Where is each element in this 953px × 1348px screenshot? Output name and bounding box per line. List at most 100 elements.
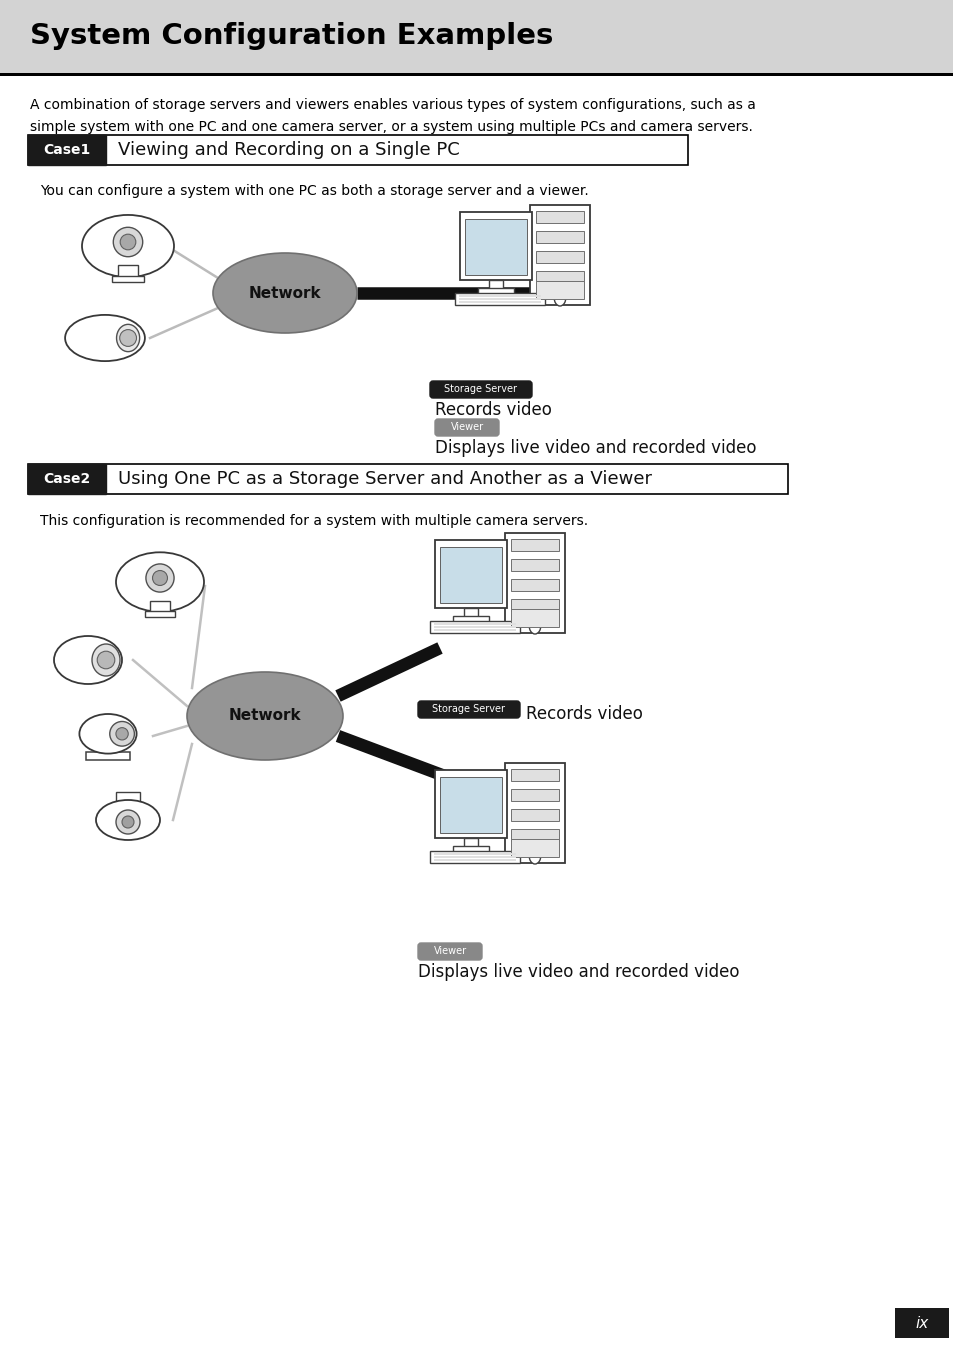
Text: Records video: Records video [435,400,551,419]
Text: Displays live video and recorded video: Displays live video and recorded video [435,439,756,457]
Text: Network: Network [229,709,301,724]
Bar [118,266,138,276]
Bar [434,853,516,855]
FancyBboxPatch shape [417,701,519,718]
Ellipse shape [213,253,356,333]
Text: Case1: Case1 [43,143,91,156]
Bar [536,251,583,263]
Text: You can configure a system with one PC as both a storage server and a viewer.: You can configure a system with one PC a… [40,183,588,198]
Bar [151,600,170,612]
Ellipse shape [96,799,160,840]
Bar [439,547,501,603]
Bar [28,135,106,164]
Bar [477,288,514,298]
Text: ix: ix [915,1316,927,1330]
Text: System Configuration Examples: System Configuration Examples [30,23,553,50]
Bar [434,859,516,861]
Bar [504,763,564,863]
Bar [455,293,544,305]
Text: Displays live video and recorded video: Displays live video and recorded video [417,962,739,981]
Ellipse shape [116,325,139,352]
Bar [0,73,953,75]
Bar [489,280,502,290]
Text: Records video: Records video [525,705,642,723]
Text: Storage Server: Storage Server [444,384,517,395]
Bar [894,1308,948,1339]
Bar [434,623,516,625]
Ellipse shape [65,315,145,361]
Bar [430,621,519,634]
Circle shape [110,721,134,747]
Bar [536,212,583,222]
Bar [511,580,558,590]
Bar [101,743,114,752]
Ellipse shape [187,673,343,760]
Text: Storage Server: Storage Server [432,705,505,714]
Ellipse shape [529,616,540,634]
Bar [511,609,558,627]
Circle shape [97,651,114,669]
Bar [28,464,106,493]
Bar [511,789,558,801]
Bar [434,856,516,857]
Bar [464,218,526,275]
Bar [511,829,558,841]
Bar [112,276,144,282]
Bar [86,752,130,760]
Circle shape [116,810,140,834]
FancyBboxPatch shape [435,419,498,435]
Circle shape [146,563,173,592]
Text: This configuration is recommended for a system with multiple camera servers.: This configuration is recommended for a … [40,514,587,528]
Bar [28,464,787,493]
Bar [430,851,519,863]
Bar [0,0,953,73]
Bar [536,280,583,299]
Circle shape [152,570,168,585]
Bar [511,559,558,572]
Bar [511,809,558,821]
FancyBboxPatch shape [430,381,532,398]
Bar [439,776,501,833]
Circle shape [120,235,135,249]
Circle shape [122,816,133,828]
Bar [511,599,558,611]
Bar [459,212,532,280]
Bar [511,768,558,780]
Bar [536,231,583,243]
Bar [116,793,140,802]
Bar [435,770,506,838]
Bar [458,295,540,297]
Bar [504,532,564,634]
Bar [530,205,589,305]
Ellipse shape [116,553,204,612]
Bar [434,625,516,628]
Bar [435,541,506,608]
Bar [145,611,175,617]
Bar [453,847,489,856]
Text: Case2: Case2 [43,472,91,487]
Text: Viewer: Viewer [433,946,466,957]
Bar [453,616,489,625]
Circle shape [119,330,136,346]
FancyBboxPatch shape [417,944,481,960]
Text: A combination of storage servers and viewers enables various types of system con: A combination of storage servers and vie… [30,98,755,133]
Text: Using One PC as a Storage Server and Another as a Viewer: Using One PC as a Storage Server and Ano… [118,470,651,488]
Ellipse shape [91,644,120,675]
Bar [536,271,583,283]
Text: Viewing and Recording on a Single PC: Viewing and Recording on a Single PC [118,142,459,159]
Text: Network: Network [249,286,321,301]
Ellipse shape [554,288,565,306]
Bar [434,630,516,631]
Bar [458,298,540,301]
Ellipse shape [529,847,540,864]
Bar [511,838,558,857]
Ellipse shape [82,214,173,278]
Ellipse shape [79,714,136,754]
Bar [463,838,477,848]
Text: Viewer: Viewer [450,422,483,433]
Circle shape [116,728,128,740]
Circle shape [113,228,143,256]
Ellipse shape [54,636,122,683]
Bar [28,135,687,164]
Bar [463,608,477,617]
